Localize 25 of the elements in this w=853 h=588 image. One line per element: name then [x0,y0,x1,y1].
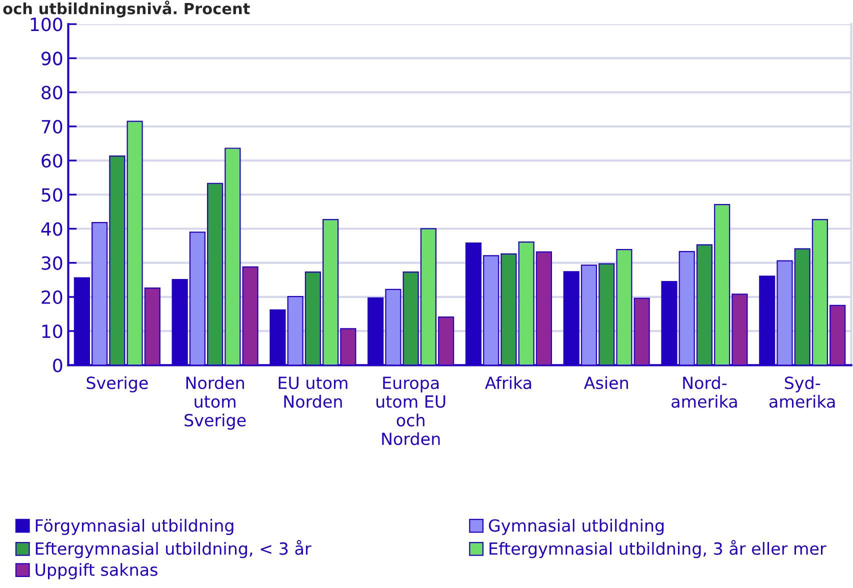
x-tick-label: Afrika [484,376,532,390]
x-tick-label: Europa utom EU och Norden [376,376,446,446]
x-tick-label: EU utom Norden [278,376,348,408]
legend-label: Gymnasial utbildning [488,518,664,536]
y-tick-label: 50 [42,188,62,202]
y-tick-label: 60 [42,154,62,168]
y-tick-label: 90 [42,52,62,66]
legend-label: Eftergymnasial utbildning, < 3 år [36,540,312,558]
y-tick-label: 100 [30,18,62,32]
chart-title: och utbildningsnivå. Procent [3,0,250,18]
x-tick-label: Syd- amerika [769,376,835,408]
y-tick-label: 20 [42,290,62,304]
legend-label: Eftergymnasial utbildning, 3 år eller mer [490,540,826,558]
x-tick-label: Nord- amerika [672,376,737,408]
x-tick-label: Asien [584,376,628,390]
legend-label: Förgymnasial utbildning [36,518,234,536]
y-tick-label: 70 [42,120,62,134]
y-tick-label: 80 [42,86,62,100]
x-tick-label: Sverige [86,376,148,392]
y-tick-label: 10 [42,324,62,338]
legend-label: Uppgift saknas [36,563,158,580]
x-tick-label: Norden utom Sverige [184,376,246,430]
y-tick-label: 0 [53,358,62,372]
y-tick-label: 40 [41,222,62,236]
y-tick-label: 30 [42,256,62,270]
